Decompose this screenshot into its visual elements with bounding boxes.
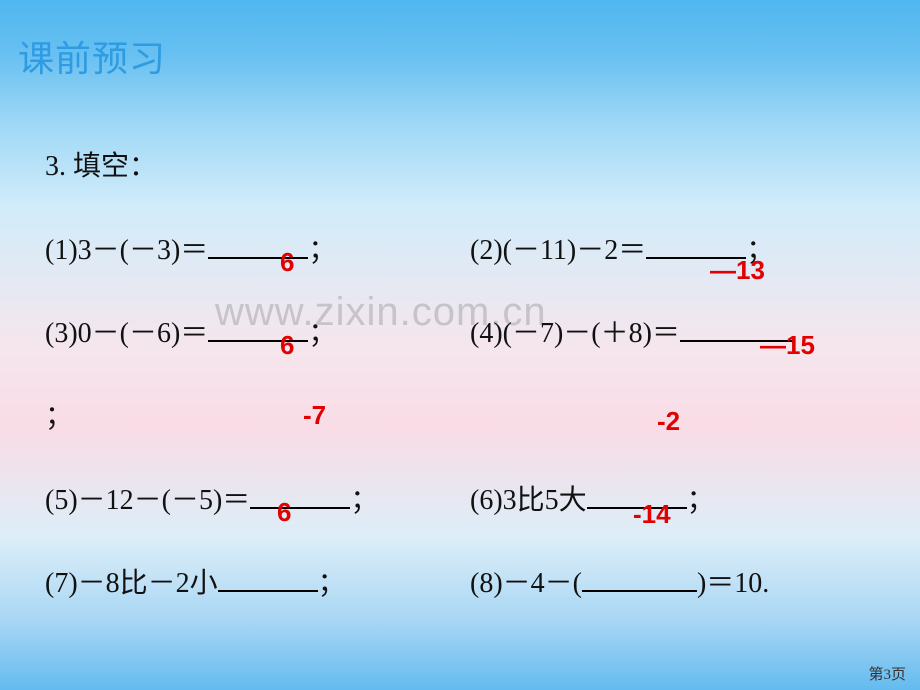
semi: ；: [687, 479, 715, 524]
answer-3: 6: [280, 325, 294, 367]
answer-8: -14: [633, 494, 671, 536]
semi: ；: [318, 562, 346, 607]
semi-tail: ；: [45, 395, 73, 440]
row-4: (7)－8比－2小 ； (8)－4－( )＝10.: [45, 561, 880, 607]
row-2: (3)0－(－6)＝； (4)(－7)－(＋8)＝ 6 —15: [45, 311, 880, 357]
content-area: 3. 填空： (1)3－(－3)＝ ； (2)(－11)－2＝ ； 6 —13 (3…: [45, 145, 880, 645]
expr-6: (6)3比5大: [470, 485, 587, 516]
blank-7: [218, 561, 318, 592]
expr-8b: )＝10.: [697, 568, 769, 599]
answer-2: —13: [710, 250, 765, 292]
answer-7: 6: [277, 492, 291, 534]
blank-8: [582, 561, 697, 592]
expr-1: (1)3－(－3)＝: [45, 235, 208, 266]
section-title: 课前预习: [18, 30, 166, 82]
row-1: (1)3－(－3)＝； (2)(－11)－2＝； 6 —13: [45, 228, 880, 274]
expr-8a: (8)－4－(: [470, 568, 582, 599]
expr-4: (4)(－7)－(＋8)＝: [470, 318, 680, 349]
answer-5: -7: [303, 395, 326, 437]
lead-text: 3. 填空：: [45, 145, 880, 190]
answer-6: -2: [657, 401, 680, 443]
answer-1: 6: [280, 242, 294, 284]
row-3: (5)－12－(－5)＝； (6)3比5大； 6 -14: [45, 478, 880, 524]
semi: ；: [308, 312, 336, 357]
row-2b: ； -7 -2: [45, 395, 880, 440]
expr-3: (3)0－(－6)＝: [45, 318, 208, 349]
blank-5: [250, 478, 350, 509]
semi: ；: [308, 229, 336, 274]
semi: ；: [350, 479, 378, 524]
expr-5: (5)－12－(－5)＝: [45, 485, 250, 516]
expr-2: (2)(－11)－2＝: [470, 235, 646, 266]
expr-7: (7)－8比－2小: [45, 568, 218, 599]
answer-4: —15: [760, 325, 815, 367]
page-number: 第3页: [868, 663, 906, 684]
